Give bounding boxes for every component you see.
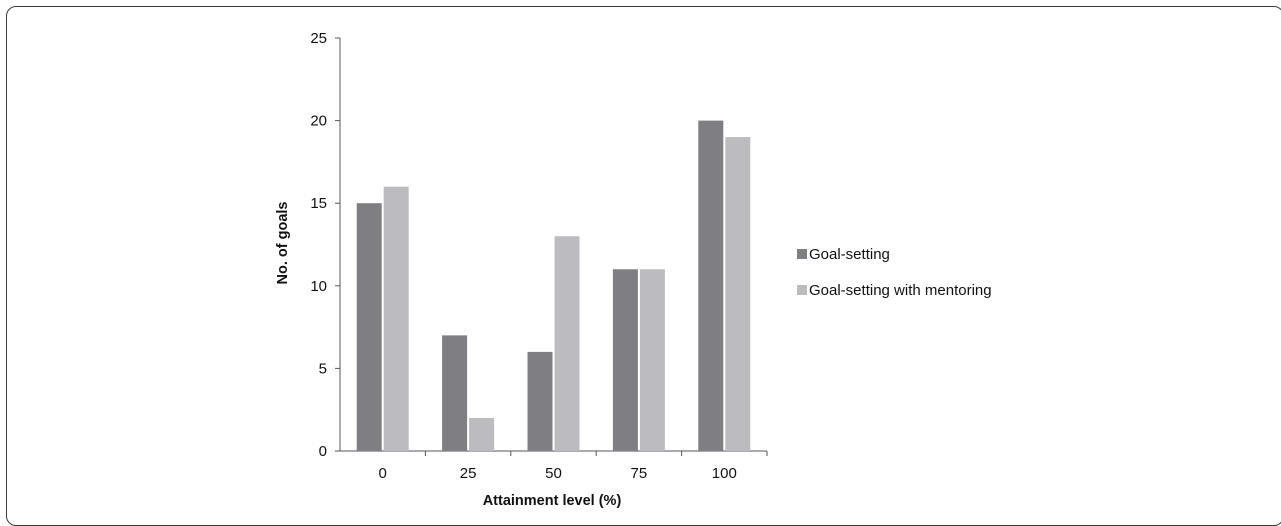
y-tick-label: 15 xyxy=(310,195,327,212)
bar-goal-setting-with-mentoring-25 xyxy=(469,417,495,451)
x-tick-label: 25 xyxy=(460,465,477,482)
y-tick-label: 5 xyxy=(319,360,327,377)
legend-label: Goal-setting xyxy=(809,246,890,263)
x-tick-label: 100 xyxy=(712,465,737,482)
legend: Goal-setting Goal-setting with mentoring xyxy=(797,246,992,299)
bar-goal-setting-with-mentoring-75 xyxy=(639,269,665,451)
y-tick-label: 10 xyxy=(310,278,327,295)
axes xyxy=(335,37,768,456)
x-tick-label: 75 xyxy=(631,465,648,482)
legend-label: Goal-setting with mentoring xyxy=(809,282,992,299)
x-tick-label: 0 xyxy=(379,465,387,482)
x-tick-label: 50 xyxy=(545,465,562,482)
bar-goal-setting-with-mentoring-0 xyxy=(383,186,409,451)
y-axis-title: No. of goals xyxy=(275,202,291,285)
bar-goal-setting-with-mentoring-100 xyxy=(725,137,751,451)
x-axis-title: Attainment level (%) xyxy=(483,493,622,509)
y-tick-label: 20 xyxy=(310,113,327,130)
bar-goal-setting-50 xyxy=(527,351,553,451)
legend-swatch xyxy=(797,285,807,295)
bar-goal-setting-0 xyxy=(356,203,382,451)
legend-swatch xyxy=(797,249,807,259)
bar-goal-setting-25 xyxy=(442,335,468,451)
bar-goal-setting-100 xyxy=(698,120,724,451)
y-tick-label: 0 xyxy=(319,443,327,460)
bar-chart: 0 5 10 15 20 25 0 25 50 75 100 No. of goals Attain… xyxy=(275,30,992,509)
y-tick-label: 25 xyxy=(310,30,327,47)
bar-goal-setting-with-mentoring-50 xyxy=(554,236,580,451)
bars xyxy=(356,120,751,451)
tick-labels: 0 5 10 15 20 25 0 25 50 75 100 xyxy=(310,30,737,482)
bar-goal-setting-75 xyxy=(612,269,638,451)
